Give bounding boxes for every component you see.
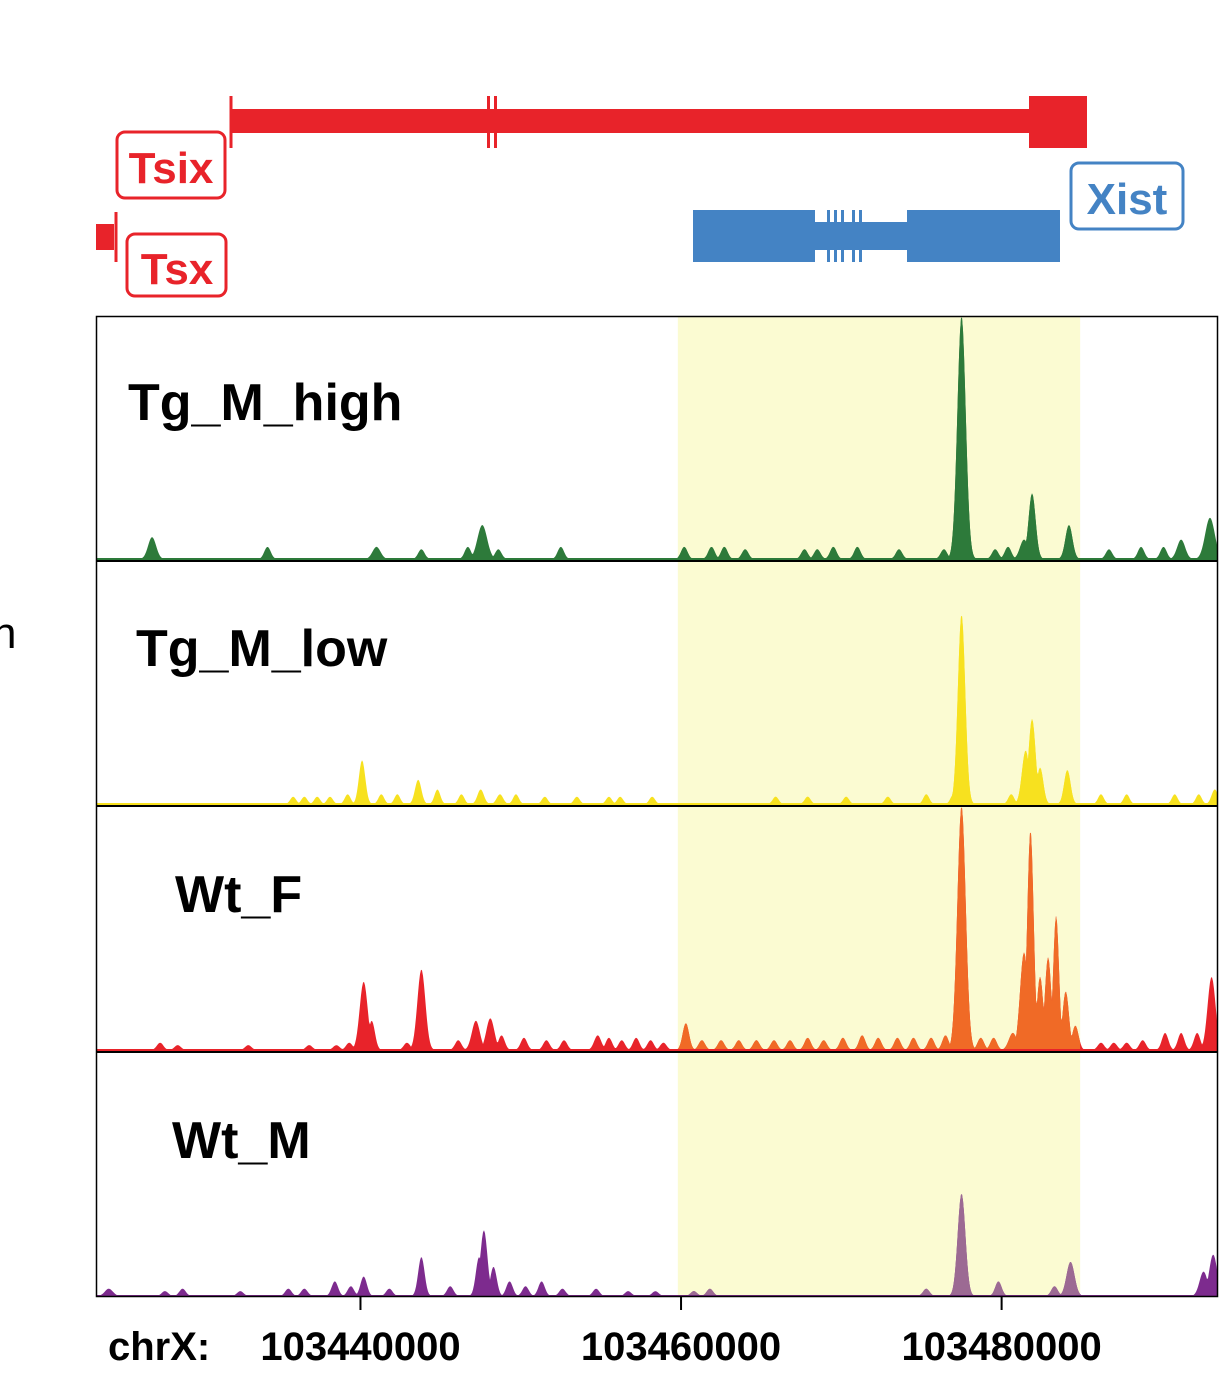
x-tick-label: 103460000 — [581, 1325, 781, 1369]
xist-small-exon-2 — [834, 210, 837, 262]
coverage-area-wt-f-highlighted — [677, 807, 1081, 1050]
tsix-label: Tsix — [129, 144, 214, 193]
xist-small-exon-3 — [841, 210, 844, 262]
tsx-exon — [96, 224, 114, 250]
tsix-exon-2 — [494, 96, 497, 148]
gene-track: Tsix Tsx Xist — [96, 96, 1185, 298]
tsx-label-box — [125, 232, 228, 298]
gene-tsix[interactable]: Tsix — [115, 96, 1087, 200]
track-label-tg-m-low: Tg_M_low — [136, 620, 388, 678]
x-axis: chrX: 103440000 103460000 103480000 — [108, 1296, 1102, 1369]
x-tick-label: 103440000 — [260, 1325, 460, 1369]
gene-tsx[interactable]: Tsx — [96, 212, 228, 298]
xist-exon-7 — [907, 210, 1060, 262]
tsix-label-box — [115, 130, 227, 200]
tsx-label: Tsx — [141, 245, 214, 294]
xist-label-box — [1069, 161, 1185, 231]
track-label-tg-m-high: Tg_M_high — [128, 374, 402, 432]
track-label-wt-m: Wt_M — [172, 1112, 311, 1170]
xist-small-exon-1 — [827, 210, 830, 262]
track-label-wt-f: Wt_F — [175, 866, 302, 924]
tsix-intron-body — [231, 109, 1031, 133]
edge-glyph: n — [0, 609, 16, 658]
x-axis-chrom-label: chrX: — [108, 1325, 210, 1369]
gene-xist[interactable]: Xist — [693, 161, 1185, 262]
xist-label: Xist — [1087, 175, 1168, 224]
coverage-panel: Tg_M_high Tg_M_low Wt_F Wt_M — [95, 315, 1219, 1298]
tsix-exon-1 — [487, 96, 490, 148]
coverage-area-tg-m-low-highlighted — [677, 615, 1081, 804]
x-tick-label: 103480000 — [902, 1325, 1102, 1369]
xist-small-exon-5 — [859, 210, 862, 262]
xist-exon-1 — [693, 210, 815, 262]
tsix-exon-3 — [1029, 96, 1087, 148]
xist-small-exon-4 — [852, 210, 855, 262]
